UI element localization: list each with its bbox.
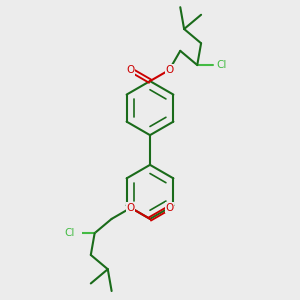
Text: O: O: [165, 65, 173, 75]
Text: Cl: Cl: [217, 60, 227, 70]
Text: O: O: [127, 65, 135, 75]
Text: O: O: [165, 203, 173, 213]
Text: Cl: Cl: [65, 228, 75, 238]
Text: O: O: [127, 203, 135, 213]
